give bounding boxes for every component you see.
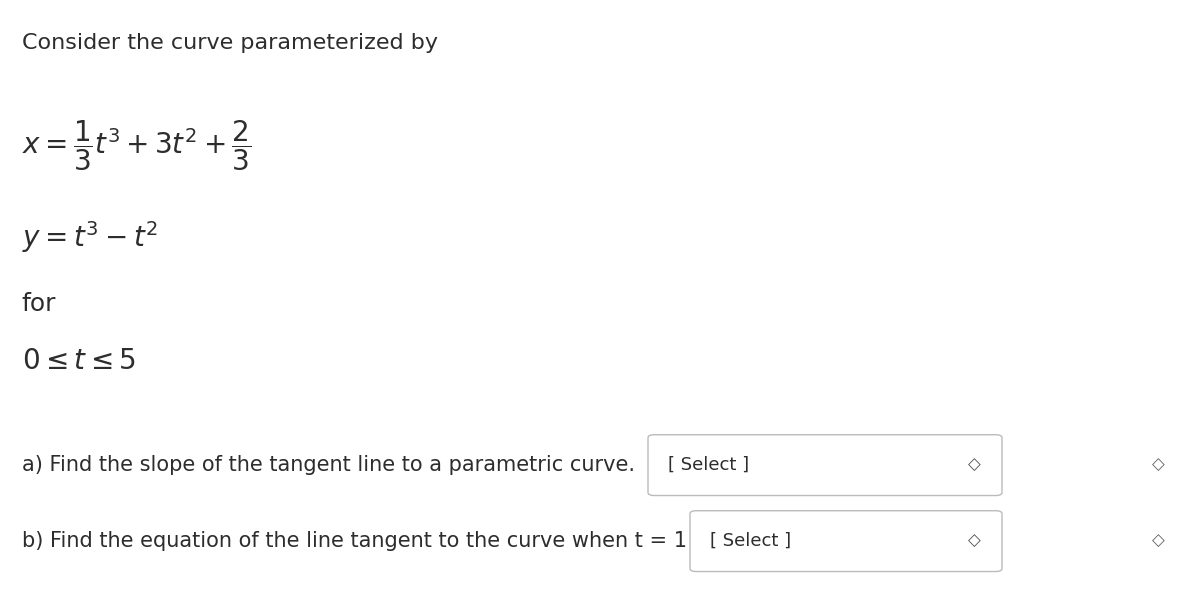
Text: $y = t^3 - t^2$: $y = t^3 - t^2$ — [22, 219, 158, 255]
Text: ◇: ◇ — [968, 456, 980, 474]
Text: b) Find the equation of the line tangent to the curve when t = 1: b) Find the equation of the line tangent… — [22, 531, 686, 551]
Text: $0 \leq t \leq 5$: $0 \leq t \leq 5$ — [22, 347, 136, 375]
Text: a) Find the slope of the tangent line to a parametric curve.: a) Find the slope of the tangent line to… — [22, 455, 635, 475]
Text: for: for — [22, 292, 56, 316]
Text: Consider the curve parameterized by: Consider the curve parameterized by — [22, 33, 438, 54]
Text: [ Select ]: [ Select ] — [710, 532, 792, 550]
Text: $x = \dfrac{1}{3}t^3 + 3t^2 + \dfrac{2}{3}$: $x = \dfrac{1}{3}t^3 + 3t^2 + \dfrac{2}{… — [22, 119, 251, 173]
Text: [ Select ]: [ Select ] — [668, 456, 750, 474]
Text: ◇: ◇ — [1152, 532, 1164, 550]
Text: ◇: ◇ — [968, 532, 980, 550]
Text: ◇: ◇ — [1152, 456, 1164, 474]
